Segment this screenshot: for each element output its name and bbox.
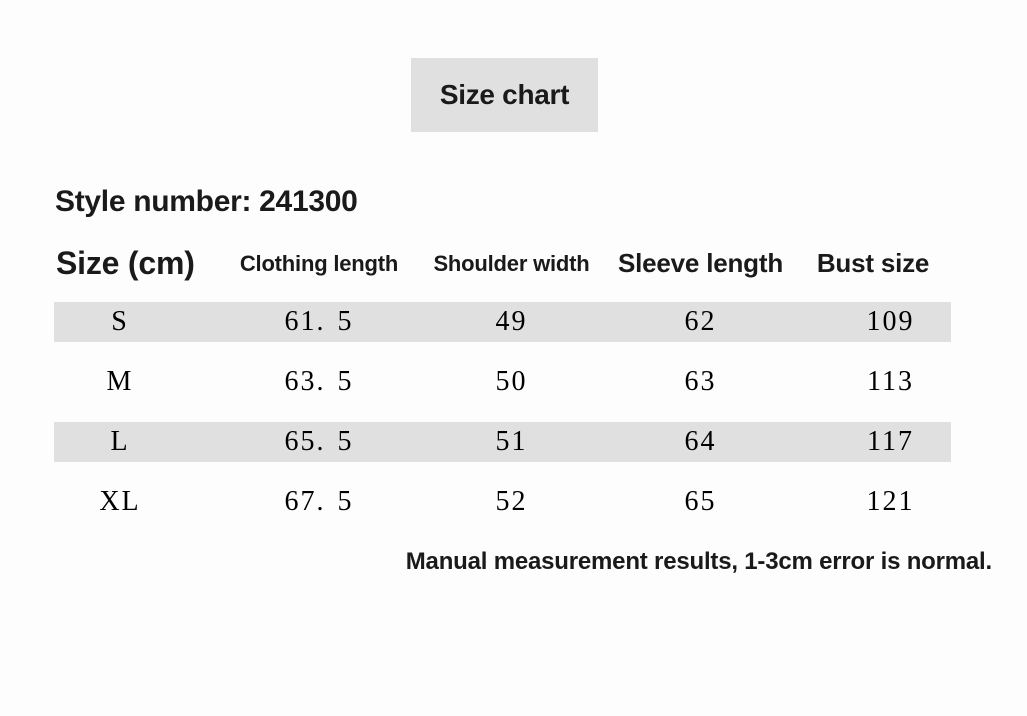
size-chart-title-banner: Size chart <box>411 58 598 132</box>
table-row-s: S 61. 5 49 62 109 <box>54 292 951 352</box>
cell-bust-size: 113 <box>867 366 914 397</box>
cell-sleeve-length: 65 <box>684 486 717 517</box>
table-row-xl: XL 67. 5 52 65 121 <box>54 472 951 532</box>
cell-shoulder-width: 52 <box>495 486 528 517</box>
cell-shoulder-width: 50 <box>495 366 528 397</box>
cell-bust-size: 109 <box>866 306 915 337</box>
table-header-row: Size (cm) Clothing length Shoulder width… <box>54 235 951 292</box>
cell-shoulder-width: 51 <box>495 426 528 457</box>
style-number: Style number: 241300 <box>55 185 358 218</box>
cell-clothing-length: 67. 5 <box>284 486 354 517</box>
cell-sleeve-length: 62 <box>684 306 717 337</box>
column-header-sleeve-length: Sleeve length <box>617 248 784 278</box>
cell-shoulder-width: 49 <box>495 306 528 337</box>
cell-clothing-length: 65. 5 <box>284 426 354 457</box>
column-header-size: Size (cm) <box>56 245 195 281</box>
column-header-clothing-length: Clothing length <box>239 250 399 276</box>
table-row-l: L 65. 5 51 64 117 <box>54 412 951 472</box>
cell-size: S <box>111 306 129 337</box>
cell-clothing-length: 61. 5 <box>284 306 354 337</box>
cell-clothing-length: 63. 5 <box>284 366 354 397</box>
cell-bust-size: 117 <box>867 426 914 457</box>
measurement-note: Manual measurement results, 1-3cm error … <box>405 548 992 575</box>
column-header-shoulder-width: Shoulder width <box>433 250 590 276</box>
size-table: Size (cm) Clothing length Shoulder width… <box>54 235 951 532</box>
column-header-bust-size: Bust size <box>816 248 930 278</box>
size-chart-title: Size chart <box>439 79 570 110</box>
cell-size: XL <box>99 486 141 517</box>
cell-bust-size: 121 <box>866 486 915 517</box>
table-row-m: M 63. 5 50 63 113 <box>54 352 951 412</box>
cell-size: L <box>110 426 130 457</box>
cell-sleeve-length: 64 <box>684 426 717 457</box>
cell-sleeve-length: 63 <box>684 366 717 397</box>
cell-size: M <box>106 366 134 397</box>
